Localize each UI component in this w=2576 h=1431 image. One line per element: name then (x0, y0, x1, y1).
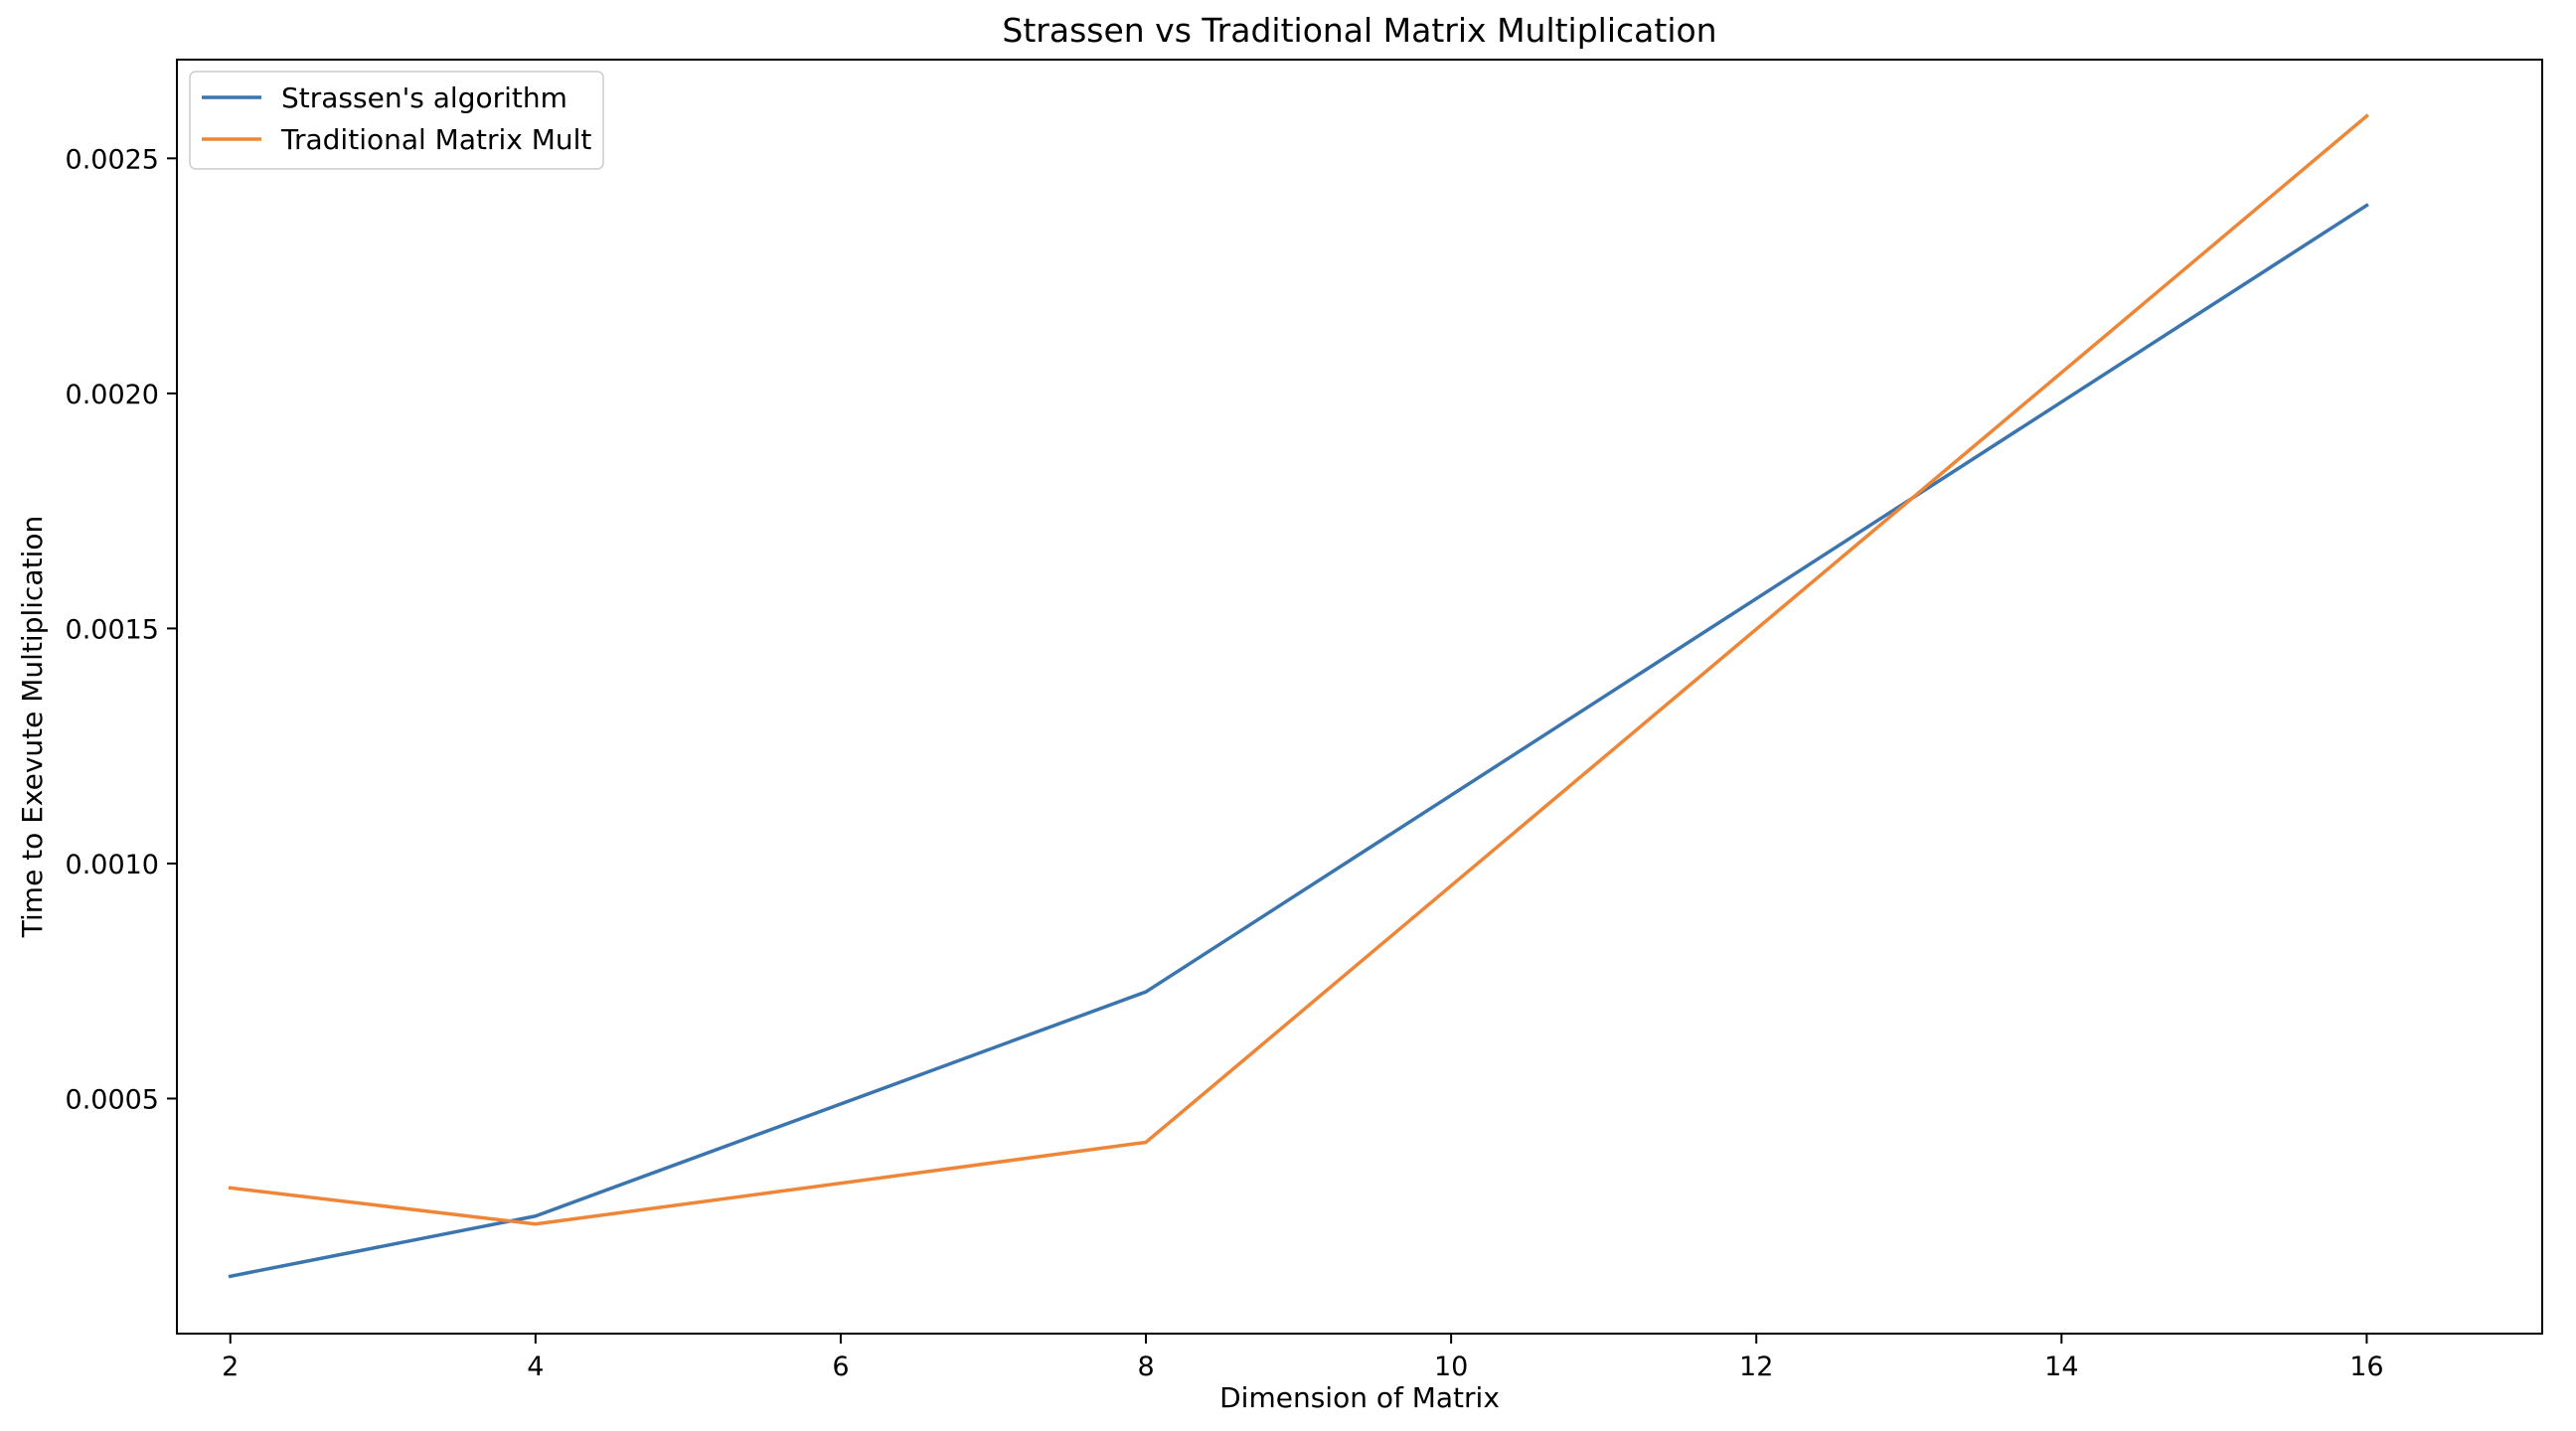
x-tick-label-12: 12 (1739, 1352, 1773, 1382)
x-tick-label-14: 14 (2044, 1352, 2078, 1382)
x-axis-label: Dimension of Matrix (1219, 1381, 1500, 1414)
x-tick-label-16: 16 (2349, 1352, 2383, 1382)
series-line-strassen (228, 203, 2369, 1279)
x-tick-label-4: 4 (527, 1352, 544, 1382)
y-tick-label-0.0015: 0.0015 (66, 614, 159, 645)
axes-frame (176, 59, 2543, 1335)
plot-area: 2 4 6 8 10 12 14 16 0.0005 0.0010 0.0015 0.0020 0.00… (66, 59, 2543, 1382)
x-tick-label-10: 10 (1434, 1352, 1468, 1382)
x-tick-label-2: 2 (222, 1352, 239, 1382)
chart-title: Strassen vs Traditional Matrix Multiplic… (1002, 11, 1716, 50)
series-line-traditional (228, 113, 2369, 1226)
y-tick-label-0.0020: 0.0020 (66, 380, 159, 410)
legend-box (189, 71, 604, 170)
x-tick-label-6: 6 (832, 1352, 849, 1382)
y-tick-label-0.0005: 0.0005 (66, 1084, 159, 1115)
y-axis-label: Time to Exevute Multiplication (16, 516, 49, 938)
legend: Strassen's algorithm Traditional Matrix … (189, 71, 604, 170)
x-tick-label-8: 8 (1137, 1352, 1154, 1382)
legend-label-traditional: Traditional Matrix Mult (280, 123, 591, 156)
y-tick-label-0.0010: 0.0010 (66, 850, 159, 880)
y-tick-label-0.0025: 0.0025 (66, 144, 159, 175)
legend-label-strassen: Strassen's algorithm (281, 81, 567, 114)
